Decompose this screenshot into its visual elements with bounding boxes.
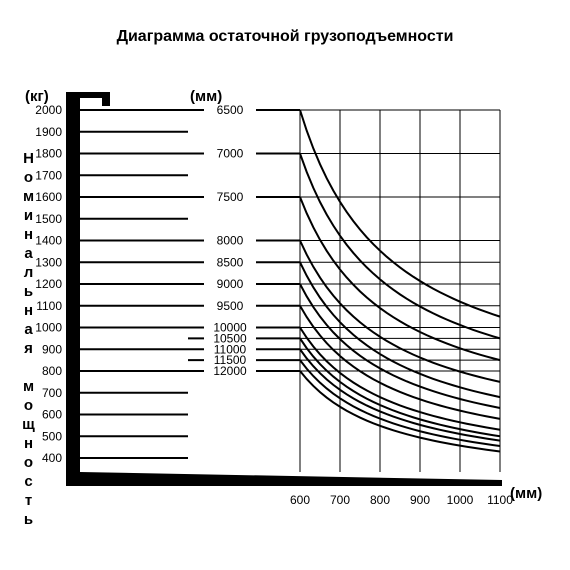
y-tick-label: 1200 <box>35 277 62 291</box>
y-tick-label: 400 <box>42 451 62 465</box>
y-tick-label: 2000 <box>35 103 62 117</box>
y-tick-label: 900 <box>42 342 62 356</box>
y-tick-label: 1100 <box>36 299 62 313</box>
y-tick-label: 1800 <box>35 147 62 161</box>
curve-label: 12000 <box>213 364 247 378</box>
chart-svg: 2000 1900 1800 1700 1600 1500 1400 1300 1200 1100… <box>0 0 570 570</box>
y-tick-label: 800 <box>42 364 62 378</box>
y-tick-label: 1700 <box>35 168 62 182</box>
y-tick-label: 600 <box>42 408 62 422</box>
y-tick-label: 1500 <box>35 212 62 226</box>
y-tick-label: 1000 <box>35 321 62 335</box>
curve-label: 7500 <box>217 190 244 204</box>
curve-label: 6500 <box>217 103 244 117</box>
y-tick-label: 1600 <box>35 190 62 204</box>
x-tick-label: 1100 <box>487 493 513 507</box>
y-tick-label: 700 <box>42 386 62 400</box>
y-tick-label: 1400 <box>35 234 62 248</box>
curve-label: 9000 <box>217 277 244 291</box>
y-tick-label: 1900 <box>35 125 62 139</box>
x-tick-label: 900 <box>410 493 430 507</box>
x-tick-label: 700 <box>330 493 350 507</box>
x-tick-label: 800 <box>370 493 390 507</box>
curve-label: 9500 <box>217 299 244 313</box>
curve-label: 7000 <box>217 147 244 161</box>
curve-label: 8000 <box>217 234 244 248</box>
curve-label: 8500 <box>217 255 244 269</box>
x-tick-label: 600 <box>290 493 310 507</box>
y-tick-label: 500 <box>42 429 62 443</box>
y-tick-label: 1300 <box>35 255 62 269</box>
x-tick-label: 1000 <box>447 493 474 507</box>
